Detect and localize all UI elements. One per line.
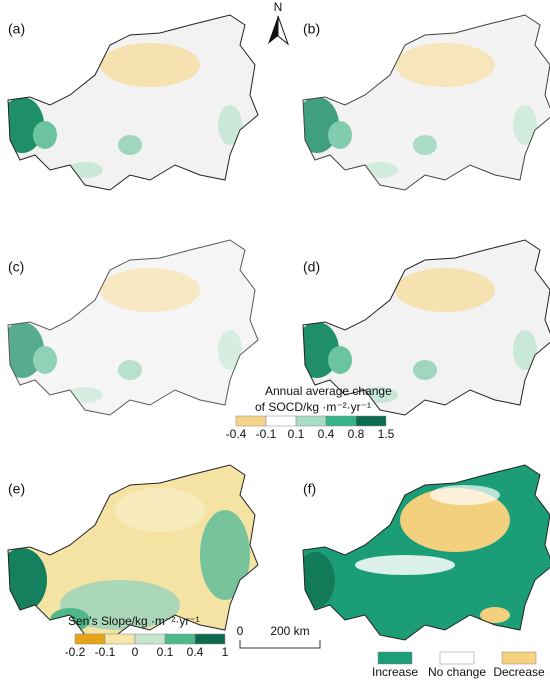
legend-label: 0.1: [157, 645, 174, 659]
legend-swatch: [325, 415, 357, 427]
legend-label: No change: [428, 665, 486, 679]
panel-label: (e): [8, 481, 25, 497]
north-label: N: [274, 0, 283, 14]
legend-swatch: [501, 651, 537, 665]
legend-swatch: [104, 633, 136, 645]
legend-label: Decrease: [493, 665, 545, 679]
legend-swatch: [74, 633, 106, 645]
legend-swatch: [134, 633, 166, 645]
legend-trend: Increase No change Decrease: [372, 651, 545, 679]
legend-label: 0.4: [318, 427, 335, 441]
north-arrow: N: [268, 0, 290, 46]
legend-label: -0.1: [95, 645, 116, 659]
map-b: [295, 15, 550, 190]
legend-label: 0.1: [288, 427, 305, 441]
legend-title: of SOCD/kg ·m⁻²·yr⁻¹: [255, 400, 371, 414]
legend-swatch: [439, 651, 475, 665]
scale-label: 200 km: [270, 624, 309, 638]
map-f: [295, 465, 550, 640]
legend-label: 0.8: [348, 427, 365, 441]
panel-label: (a): [8, 21, 25, 37]
legend-title: Annual average change: [265, 384, 392, 398]
scale-label: 0: [237, 624, 244, 638]
panel-label: (b): [303, 21, 320, 37]
map-c: [0, 240, 258, 415]
panel-label: (c): [8, 259, 24, 275]
scale-bar: 0 200 km: [237, 624, 321, 649]
legend-swatch: [265, 415, 297, 427]
legend-label: 1: [222, 645, 229, 659]
panel-label: (d): [303, 259, 320, 275]
map-a: [0, 15, 258, 190]
legend-label: -0.2: [65, 645, 86, 659]
legend-swatch: [164, 633, 196, 645]
legend-swatch: [235, 415, 267, 427]
legend-swatch: [377, 651, 413, 665]
legend-label: -0.1: [256, 427, 277, 441]
legend-change: Annual average change of SOCD/kg ·m⁻²·yr…: [226, 384, 395, 441]
legend-label: 0: [132, 645, 139, 659]
legend-label: 1.5: [378, 427, 395, 441]
legend-swatch: [355, 415, 387, 427]
legend-swatch: [295, 415, 327, 427]
legend-label: Increase: [372, 665, 418, 679]
legend-swatch: [194, 633, 226, 645]
legend-title: Sen's Slope/kg ·m⁻²·yr⁻¹: [68, 614, 200, 628]
legend-label: 0.4: [187, 645, 204, 659]
legend-label: -0.4: [226, 427, 247, 441]
panel-label: (f): [303, 481, 316, 497]
legend-slope: Sen's Slope/kg ·m⁻²·yr⁻¹ -0.2 -0.1 0 0.1 0.4…: [65, 614, 229, 659]
